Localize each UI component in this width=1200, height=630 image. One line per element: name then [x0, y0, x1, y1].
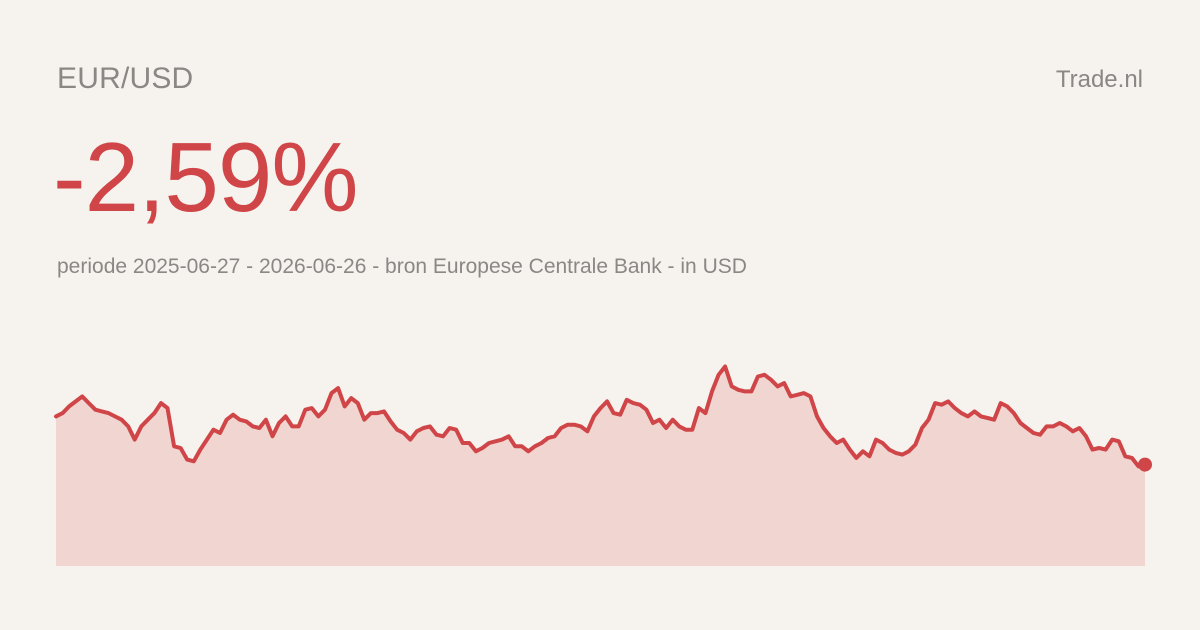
- price-line: [54, 364, 1147, 469]
- last-price-point: [1138, 457, 1152, 472]
- brand-logo-text[interactable]: Trade.nl: [1055, 66, 1143, 93]
- percent-change: -2,59%: [53, 122, 359, 232]
- pair-title: EUR/USD: [57, 62, 194, 95]
- chart-subtitle: periode 2025-06-27 - 2026-06-26 - bron E…: [57, 255, 747, 278]
- price-area: [56, 366, 1145, 566]
